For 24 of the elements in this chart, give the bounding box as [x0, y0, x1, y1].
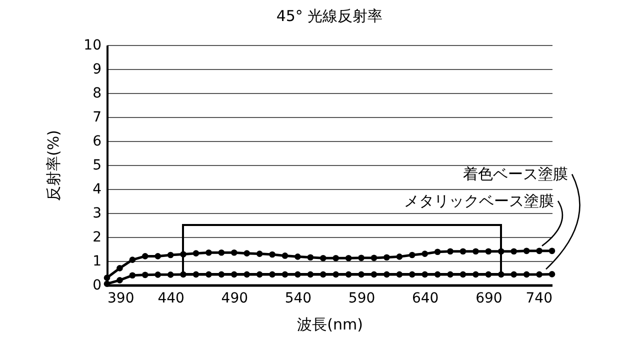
- x-tick-label: 490: [221, 290, 248, 306]
- y-tick-label: 3: [92, 206, 102, 222]
- x-tick-label: 390: [108, 290, 134, 306]
- y-tick-label: 5: [92, 158, 102, 174]
- y-tick-label: 7: [92, 110, 102, 126]
- y-tick-label: 9: [92, 62, 102, 78]
- y-tick-label: 10: [84, 38, 102, 54]
- chart-title: 45° 光線反射率: [276, 7, 383, 25]
- x-tick-label: 540: [284, 290, 312, 306]
- y-tick-label: 1: [92, 254, 102, 270]
- y-tick-label: 4: [92, 182, 102, 198]
- text: 着色ベース塗膜: [463, 165, 568, 184]
- text: メタリックベース塗膜: [404, 192, 554, 210]
- y-tick-label: 2: [92, 230, 102, 246]
- y-tick-label: 6: [92, 134, 102, 150]
- y-axis-title: 反射率(%): [44, 130, 63, 201]
- y-tick-label: 8: [92, 86, 102, 102]
- y-tick-label: 0: [92, 278, 102, 294]
- x-tick-label: 590: [348, 290, 376, 306]
- x-tick-label: 740: [526, 290, 552, 306]
- x-tick-label: 690: [476, 290, 502, 306]
- x-tick-label: 440: [158, 290, 184, 306]
- x-axis-title: 波長(nm): [297, 316, 363, 334]
- x-tick-label: 640: [412, 290, 439, 306]
